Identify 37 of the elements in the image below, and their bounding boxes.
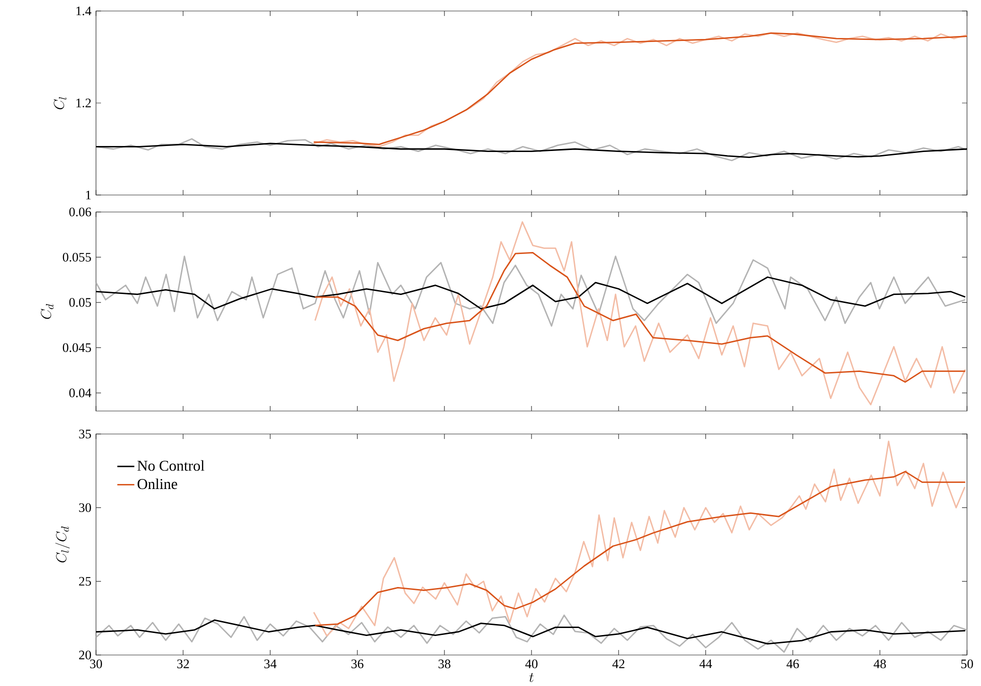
x-tick-label: 48: [874, 659, 886, 668]
x-tick-label: 44: [699, 659, 712, 668]
y-tick-label: 25: [79, 576, 91, 586]
x-tick-label: 46: [786, 659, 799, 668]
y-tick-label: 30: [79, 503, 91, 512]
x-tick-label: 40: [525, 659, 538, 668]
legend-label: No Control: [137, 460, 204, 471]
x-tick-label: 36: [351, 659, 364, 668]
y-axis-title: $C_d$: [40, 304, 54, 319]
y-tick-label: 0.055: [62, 252, 91, 262]
x-axis-title: $t$: [529, 672, 534, 682]
y-axis-title: $C_l$: [54, 97, 67, 110]
x-tick-label: 50: [961, 659, 973, 668]
x-tick-label: 32: [177, 659, 189, 668]
y-tick-label: 20: [79, 650, 91, 660]
y-tick-label: 0.06: [69, 207, 92, 216]
y-tick-label: 0.045: [62, 343, 91, 352]
y-tick-label: 0.04: [69, 388, 92, 398]
x-tick-label: 42: [612, 659, 624, 668]
line-series: [96, 276, 966, 310]
y-axis-title: $C_l/C_d$: [55, 526, 70, 562]
line-series: [313, 440, 966, 636]
y-tick-label: 1.4: [76, 6, 92, 16]
y-tick-label: 35: [79, 430, 91, 438]
line-series: [96, 619, 966, 644]
x-tick-label: 34: [264, 659, 276, 668]
legend-label: Online: [138, 478, 178, 489]
x-tick-label: 30: [90, 659, 102, 668]
line-series: [96, 142, 968, 158]
line-series: [314, 221, 966, 406]
x-tick-label: 38: [438, 659, 450, 668]
line-series: [96, 138, 968, 162]
line-series: [96, 614, 968, 653]
line-series: [96, 256, 966, 327]
y-tick-label: 0.05: [69, 298, 91, 307]
y-tick-label: 1.2: [76, 98, 91, 108]
y-tick-label: 1: [86, 190, 91, 200]
